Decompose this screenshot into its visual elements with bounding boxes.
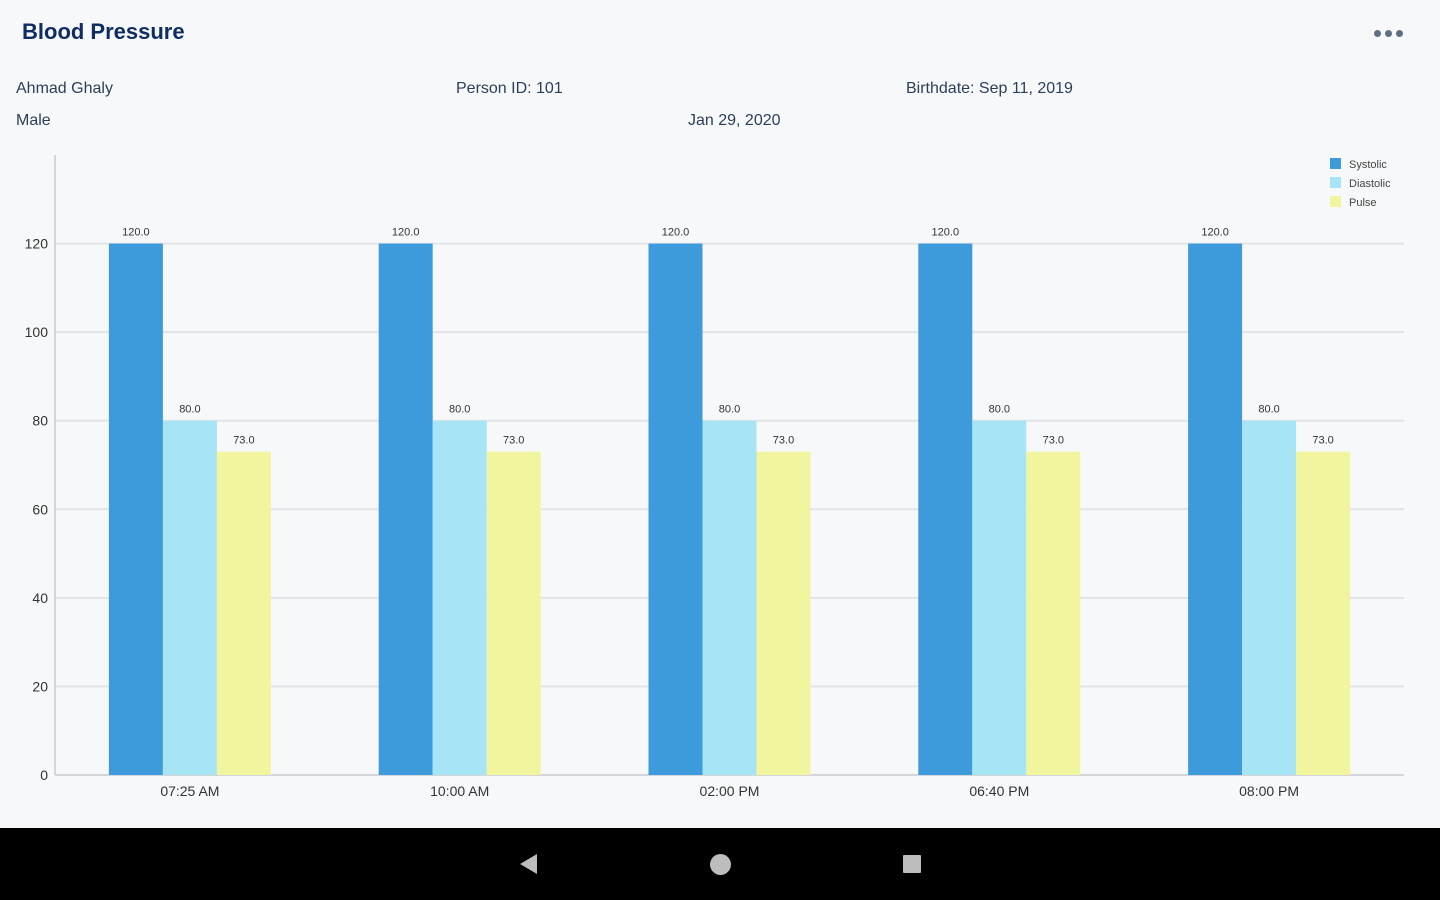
more-dot-icon	[1384, 29, 1392, 37]
blood-pressure-chart[interactable]: 0 20 40 60 80 100 120 120.0 80.0 73.0 07:25 AM 120.…	[0, 140, 1440, 820]
data-label: 73.0	[773, 435, 794, 447]
bar-systolic[interactable]	[378, 243, 433, 776]
blood-pressure-screen: Blood Pressure Ahmad Ghaly Person ID: 10…	[0, 0, 1440, 820]
bar-pulse[interactable]	[486, 451, 541, 775]
bar-pulse[interactable]	[1296, 451, 1351, 775]
top-app-bar: Blood Pressure	[0, 0, 1440, 66]
y-tick-label: 0	[40, 767, 48, 783]
legend-swatch	[1330, 196, 1341, 207]
y-tick-label: 120	[25, 236, 49, 252]
data-label: 73.0	[233, 435, 254, 447]
data-label: 120.0	[932, 227, 960, 239]
record-date: Jan 29, 2020	[688, 112, 781, 129]
legend-label: Diastolic	[1349, 178, 1391, 190]
bar-pulse[interactable]	[216, 451, 271, 775]
data-label: 73.0	[1043, 435, 1064, 447]
bar-systolic[interactable]	[918, 243, 973, 776]
y-tick-label: 60	[32, 501, 48, 517]
data-label: 73.0	[1312, 435, 1333, 447]
bar-diastolic[interactable]	[972, 420, 1027, 775]
nav-back-button[interactable]	[508, 846, 548, 882]
data-label: 80.0	[719, 404, 740, 416]
more-dot-icon	[1373, 29, 1381, 37]
legend-swatch	[1330, 177, 1341, 188]
x-tick-label: 07:25 AM	[160, 783, 219, 799]
y-tick-label: 80	[32, 413, 48, 429]
chart-svg[interactable]: 0 20 40 60 80 100 120 120.0 80.0 73.0 07:25 AM 120.…	[0, 140, 1440, 820]
bar-systolic[interactable]	[648, 243, 703, 776]
data-label: 120.0	[122, 227, 150, 239]
home-circle-icon	[709, 853, 731, 875]
birthdate: Birthdate: Sep 11, 2019	[906, 80, 1073, 97]
legend-label: Pulse	[1349, 197, 1377, 209]
data-label: 73.0	[503, 435, 524, 447]
data-label: 80.0	[989, 404, 1010, 416]
data-label: 120.0	[662, 227, 690, 239]
bar-systolic[interactable]	[1188, 243, 1243, 776]
nav-recents-button[interactable]	[892, 846, 932, 882]
bar-diastolic[interactable]	[432, 420, 487, 775]
more-dot-icon	[1395, 29, 1403, 37]
recents-square-icon	[903, 855, 921, 873]
bar-diastolic[interactable]	[702, 420, 757, 775]
bar-systolic[interactable]	[108, 243, 163, 776]
bar-diastolic[interactable]	[162, 420, 217, 775]
x-tick-label: 02:00 PM	[700, 783, 760, 799]
data-label: 80.0	[1258, 404, 1279, 416]
legend-label: Systolic	[1349, 159, 1387, 171]
x-tick-label: 08:00 PM	[1239, 783, 1299, 799]
more-options-button[interactable]	[1366, 20, 1410, 46]
data-label: 120.0	[1201, 227, 1229, 239]
y-tick-label: 20	[32, 678, 48, 694]
patient-gender: Male	[16, 112, 51, 129]
person-id: Person ID: 101	[456, 80, 563, 97]
data-label: 80.0	[449, 404, 470, 416]
back-triangle-icon	[519, 854, 537, 874]
y-tick-label: 100	[25, 324, 49, 340]
nav-home-button[interactable]	[700, 846, 740, 882]
bar-pulse[interactable]	[756, 451, 811, 775]
legend-swatch	[1330, 158, 1341, 169]
data-label: 120.0	[392, 227, 420, 239]
bar-diastolic[interactable]	[1242, 420, 1297, 775]
bar-pulse[interactable]	[1026, 451, 1081, 775]
x-tick-label: 06:40 PM	[969, 783, 1029, 799]
system-navigation-bar	[0, 828, 1440, 900]
page-title: Blood Pressure	[22, 19, 185, 44]
patient-name: Ahmad Ghaly	[16, 80, 113, 97]
y-tick-label: 40	[32, 590, 48, 606]
data-label: 80.0	[179, 404, 200, 416]
x-tick-label: 10:00 AM	[430, 783, 489, 799]
